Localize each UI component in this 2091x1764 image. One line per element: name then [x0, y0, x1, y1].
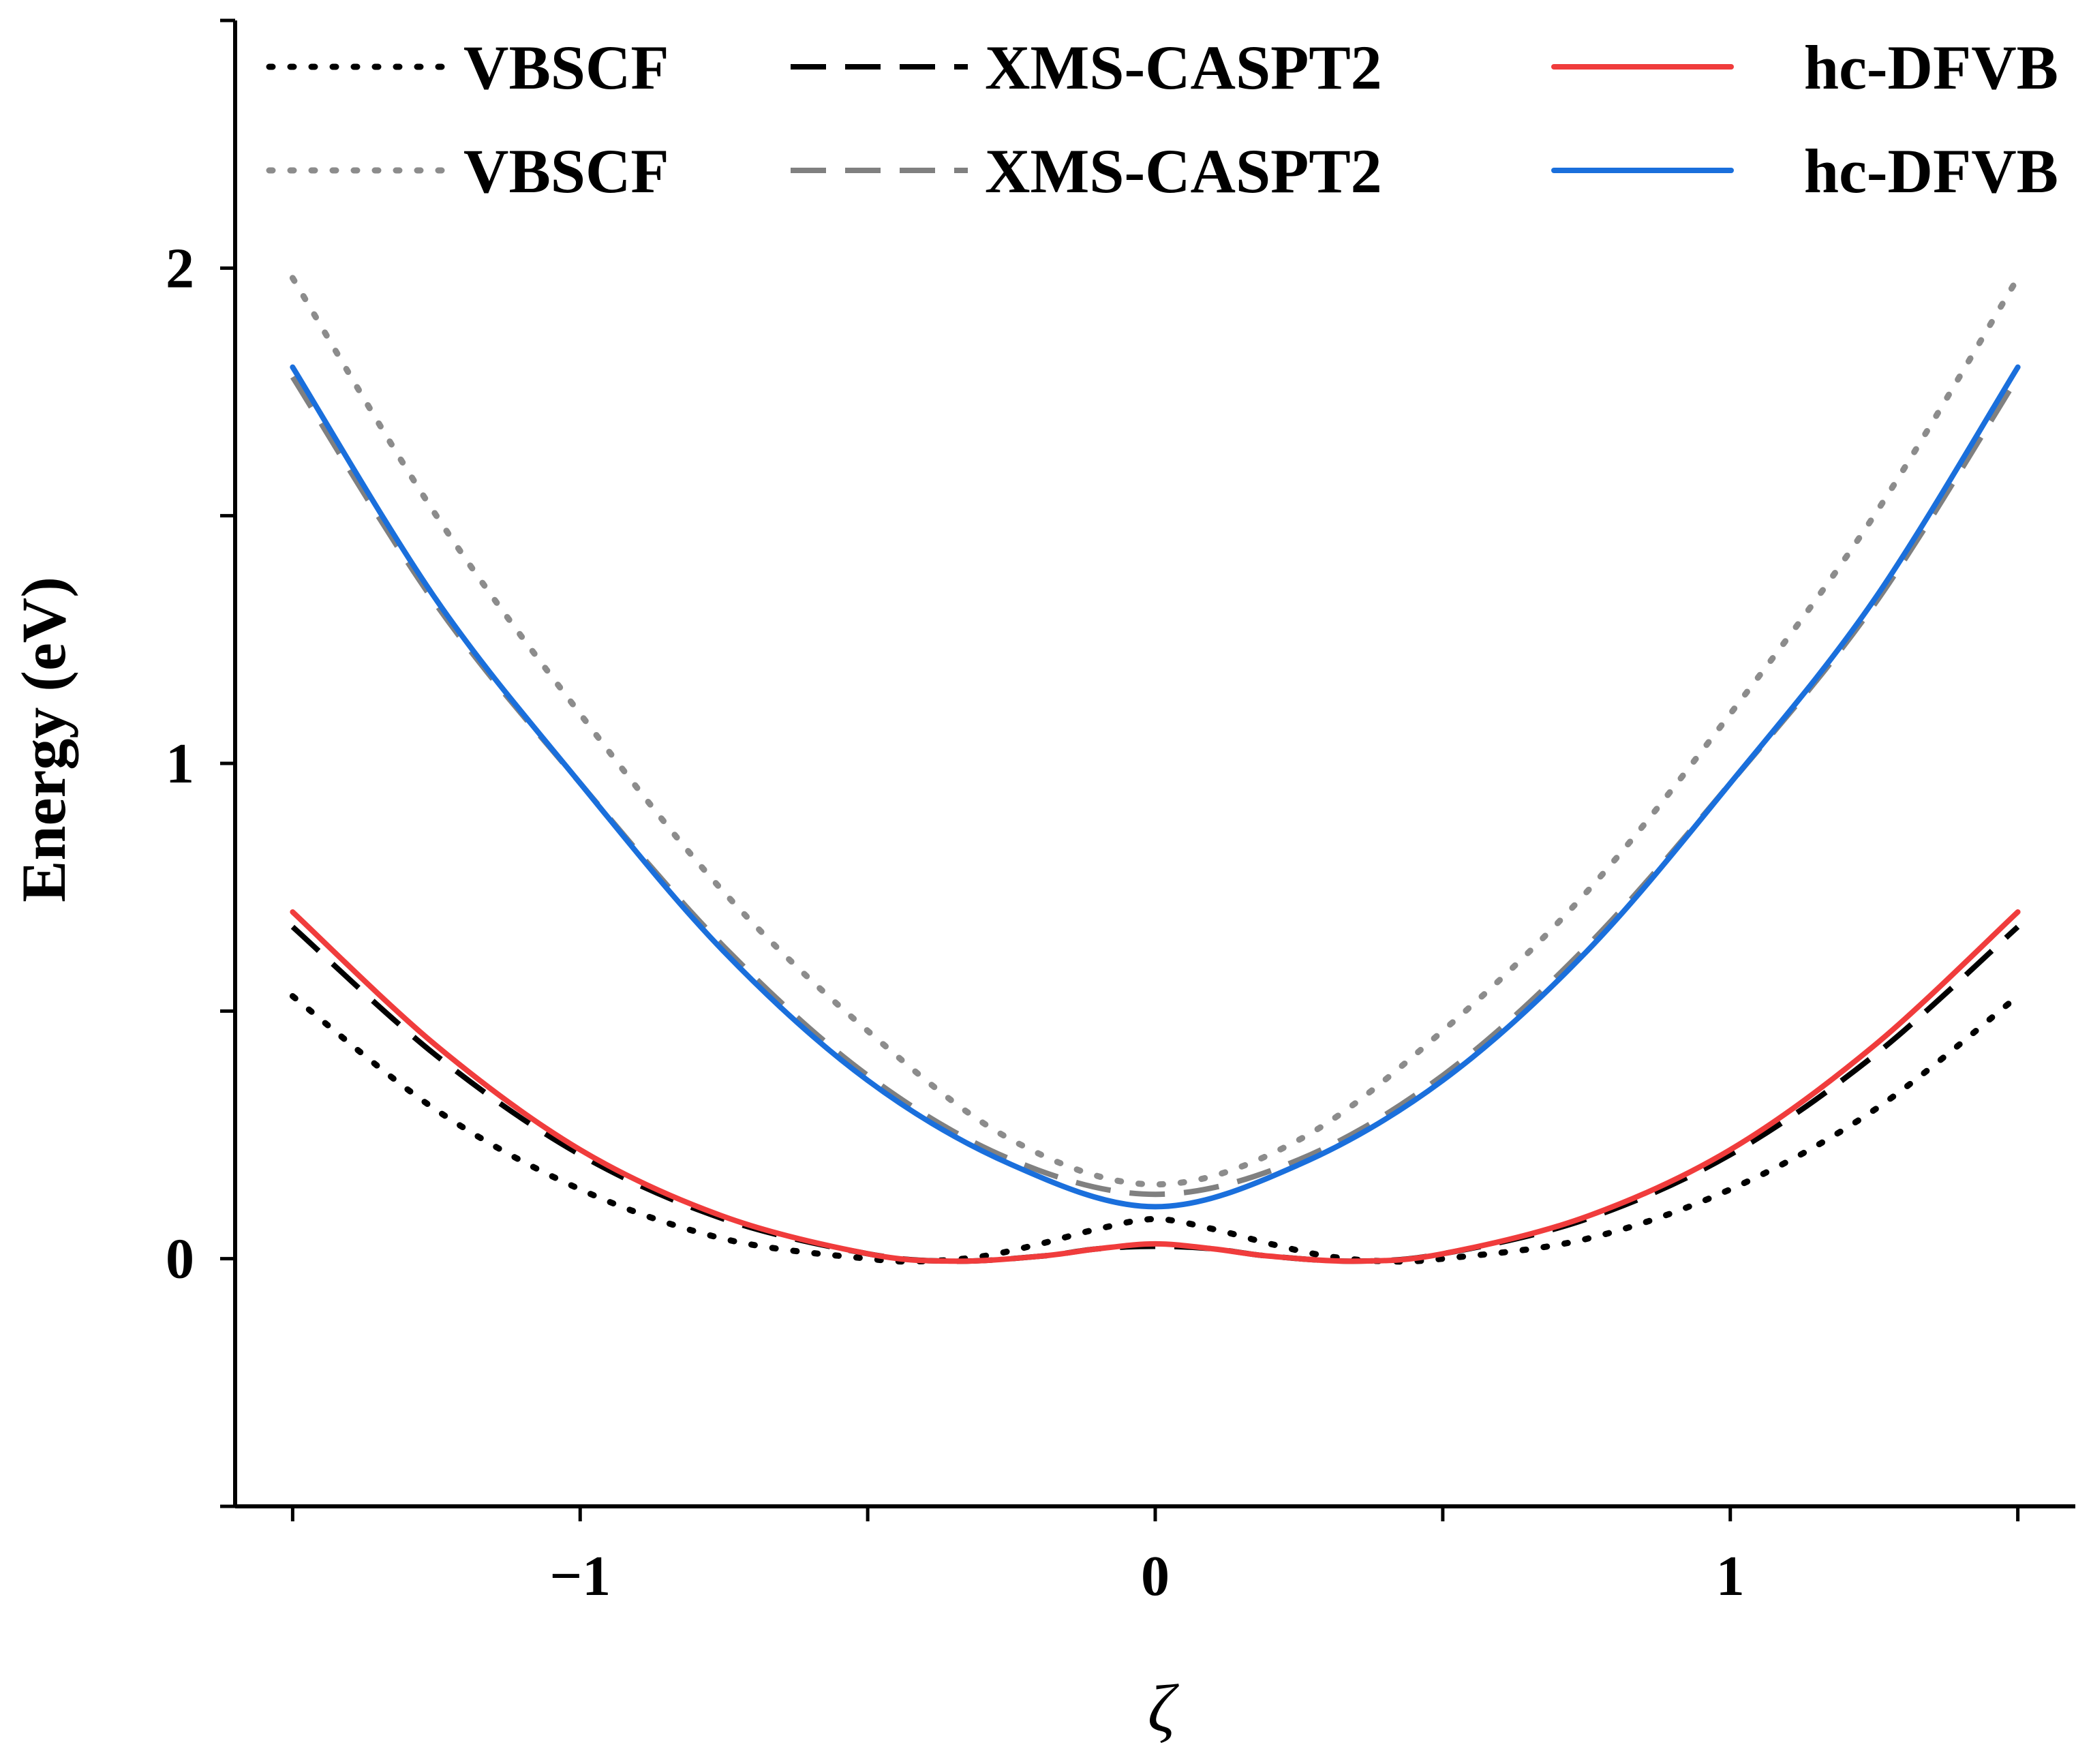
x-tick-label: 0: [1141, 1545, 1170, 1608]
series-group: [289, 275, 2021, 1265]
legend: VBSCF XMS-CASPT2 hc-DFVB VBSCF XMS-CASPT2 hc-…: [266, 33, 2058, 206]
y-axis-title: Energy (eV): [9, 577, 78, 902]
series-line-hc-dfvb-ground: [290, 909, 2021, 1264]
legend-label-vbscf-ground: VBSCF: [463, 33, 669, 102]
y-tick-label: 2: [166, 237, 194, 300]
x-tick-label: −1: [549, 1545, 611, 1608]
series-line-xms-caspt2-ground: [290, 924, 2020, 1264]
legend-label-vbscf-excited: VBSCF: [463, 136, 669, 206]
x-axis-title: ζ: [1148, 1671, 1180, 1746]
x-tick-label: 1: [1716, 1545, 1745, 1608]
legend-label-hc-dfvb-excited: hc-DFVB: [1804, 136, 2058, 206]
series-line-vbscf-ground: [289, 993, 2021, 1265]
legend-label-hc-dfvb-ground: hc-DFVB: [1804, 33, 2058, 102]
axes: −1 0 1 0 1 2: [166, 18, 2075, 1608]
series-line-vbscf-excited: [289, 275, 2021, 1188]
series-line-hc-dfvb-excited: [290, 364, 2021, 1210]
legend-label-xms-caspt2-ground: XMS-CASPT2: [985, 33, 1382, 102]
y-tick-label: 1: [166, 732, 194, 795]
series-line-xms-caspt2-excited: [290, 376, 2021, 1198]
y-tick-label: 0: [166, 1228, 194, 1291]
legend-label-xms-caspt2-excited: XMS-CASPT2: [985, 136, 1382, 206]
